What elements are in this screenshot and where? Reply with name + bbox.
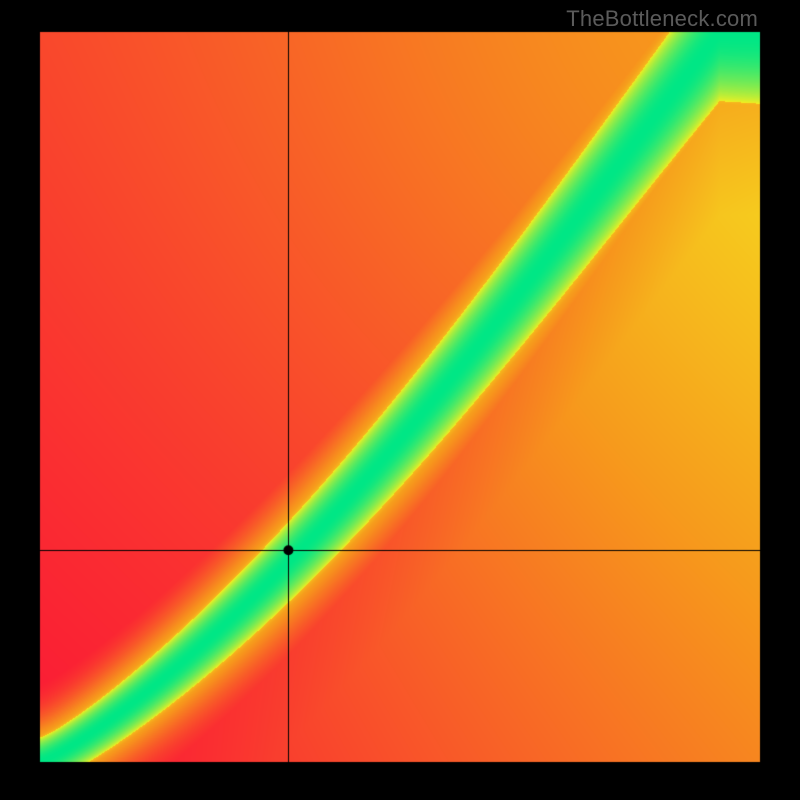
chart-container: TheBottleneck.com [0,0,800,800]
watermark-text: TheBottleneck.com [566,6,758,32]
bottleneck-heatmap [0,0,800,800]
